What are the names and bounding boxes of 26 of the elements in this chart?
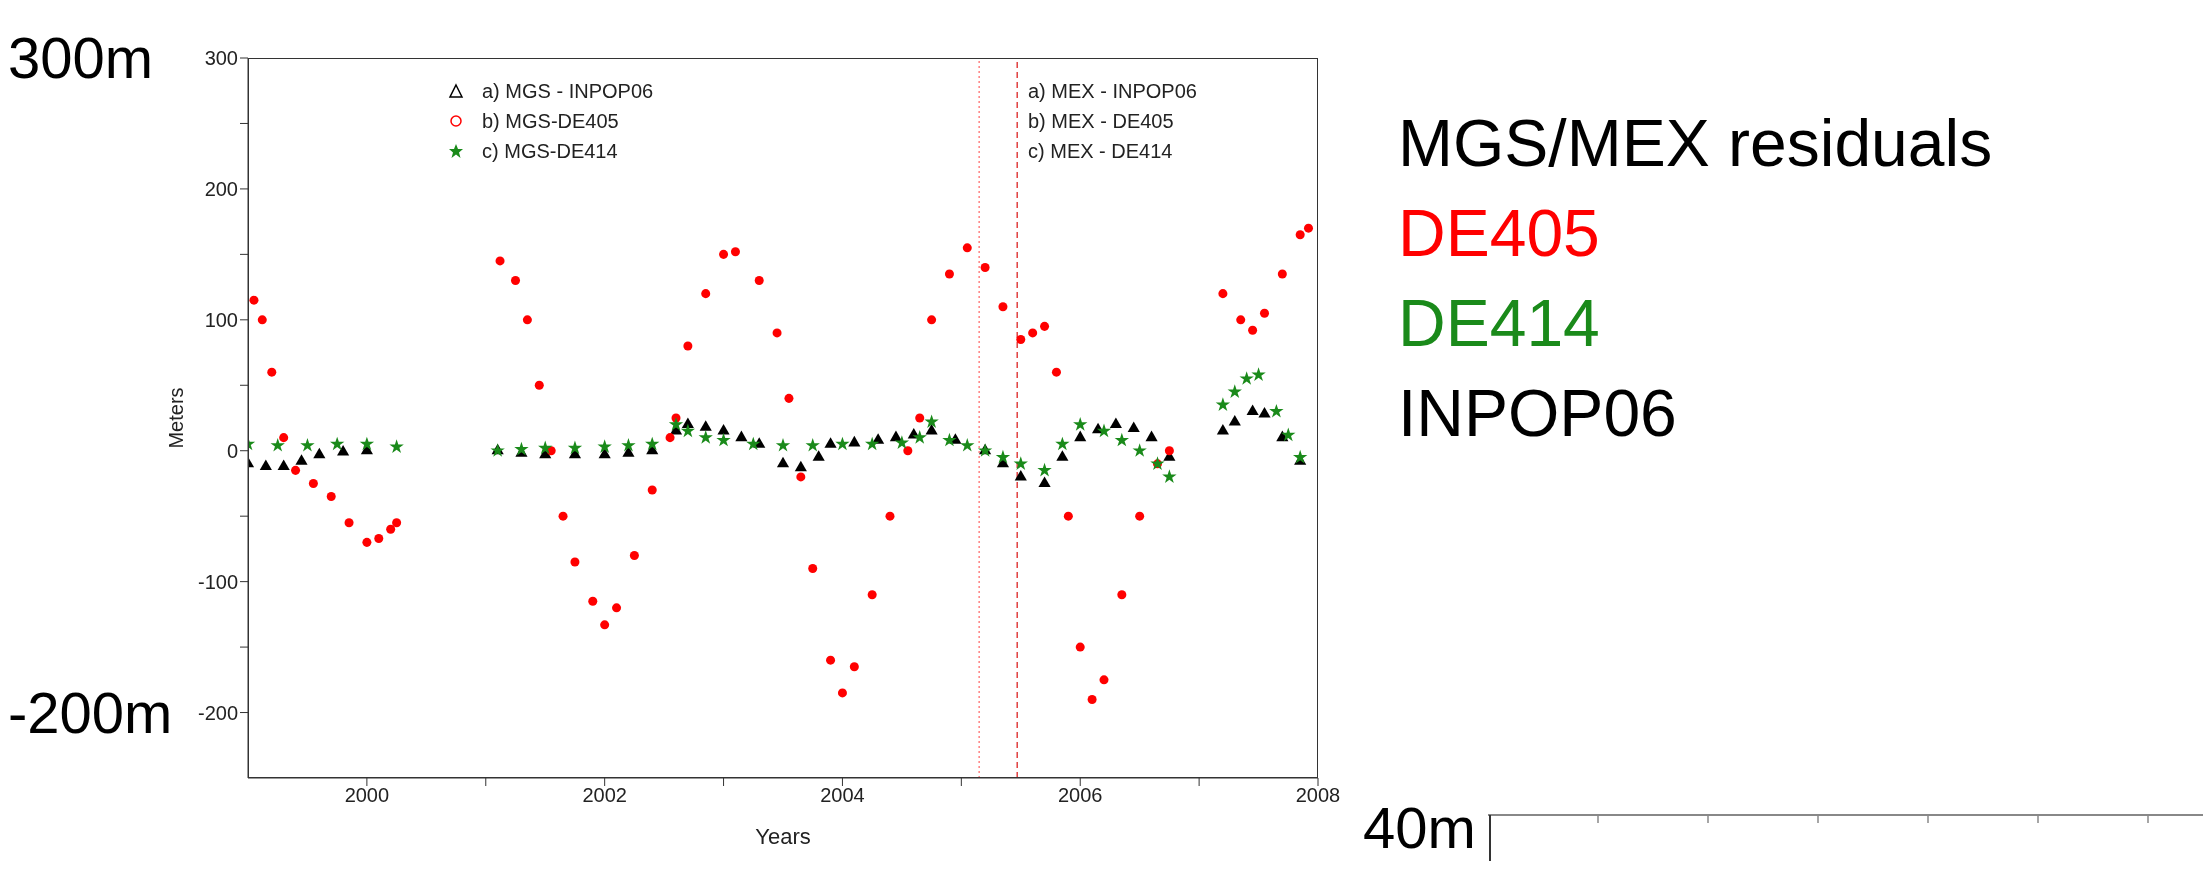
text: DE405 [1398,195,1601,272]
y-tick-label: 300 [204,47,238,70]
text: -200m [8,679,173,745]
text: 300m [8,25,154,90]
x-tick-label: 2000 [344,784,390,807]
y-tick-label: 100 [204,308,238,331]
y-tick-label: 200 [204,178,238,201]
x-tick-label: 2008 [1295,784,1341,807]
x-tick-label: 2004 [820,784,865,807]
annotation: c) MEX - DE414 [1028,139,1174,164]
annotation: b) MEX - DE405 [1028,109,1175,134]
legend-label: b) MGS-DE405 [482,109,619,134]
text: INPOP06 [1398,375,1677,452]
annotation: a) MEX - INPOP06 [1028,79,1197,104]
y-tick-label: -100 [197,570,238,593]
x-tick-label: 2006 [1057,784,1103,807]
legend-label: c) MGS-DE414 [482,139,618,164]
y-tick-label: 0 [226,439,238,462]
y-axis-title: Meters [165,387,188,449]
x-tick-label: 2002 [582,784,627,807]
text: 40m [1363,795,1476,860]
x-axis-title: Years [755,824,811,849]
text: DE414 [1398,285,1601,362]
text: MGS/MEX residuals [1398,105,1993,182]
y-tick-label: -200 [197,701,238,724]
legend-label: a) MGS - INPOP06 [482,79,654,104]
